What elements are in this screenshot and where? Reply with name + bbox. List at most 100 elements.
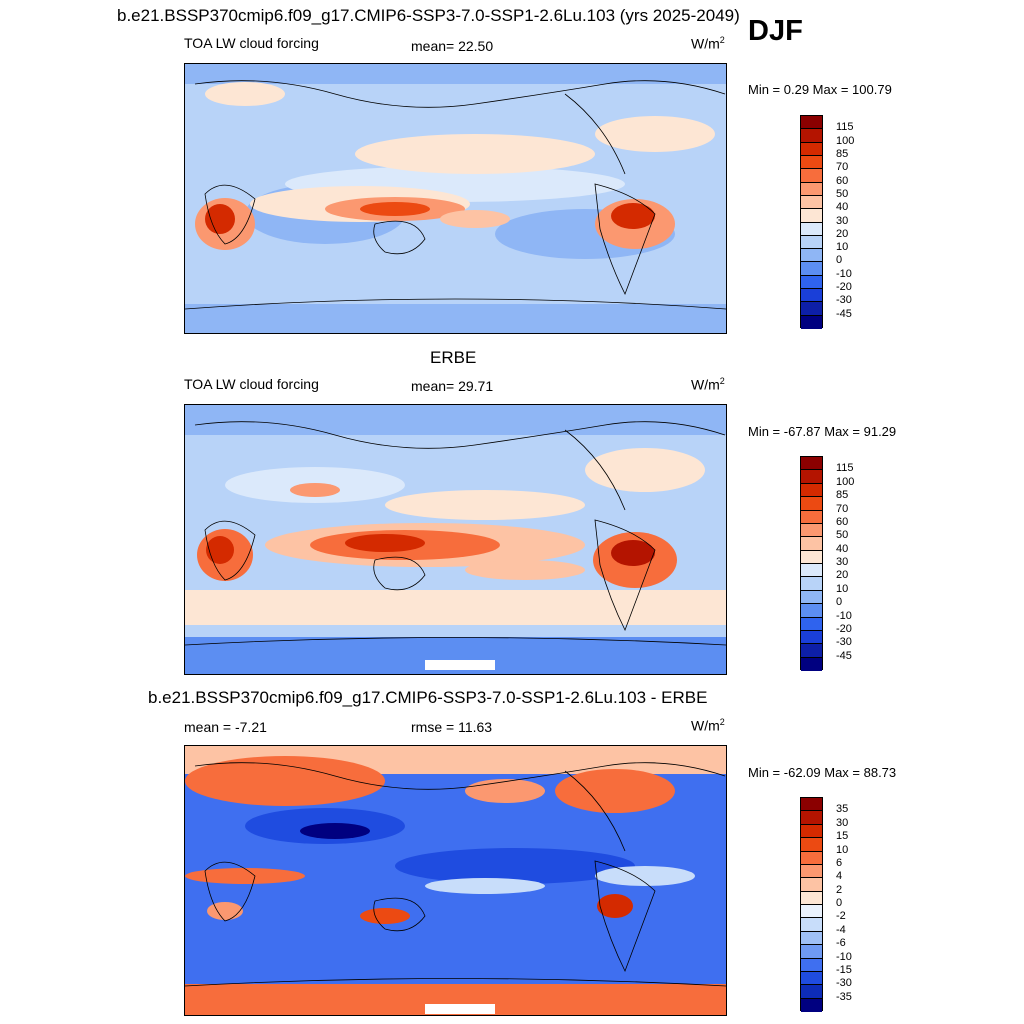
- colorbar-tick-label: 6: [836, 856, 843, 869]
- colorbar-tick-label: -20: [836, 622, 852, 635]
- colorbar-tick-label: -6: [836, 937, 846, 950]
- colorbar-tick-label: -45: [836, 307, 852, 320]
- colorbar-tick-label: 115: [836, 462, 854, 475]
- colorbar-segment: [801, 985, 822, 999]
- panel1-variable: TOA LW cloud forcing: [184, 35, 319, 51]
- panel1-colorbar: [800, 115, 823, 329]
- colorbar-tick-label: -45: [836, 649, 852, 662]
- colorbar-tick-label: 0: [836, 596, 843, 609]
- colorbar-tick-label: 115: [836, 121, 854, 134]
- colorbar-segment: [801, 824, 822, 839]
- colorbar-segment: [801, 315, 822, 329]
- colorbar-segment: [801, 523, 822, 538]
- colorbar-segment: [801, 302, 822, 316]
- colorbar-segment: [801, 510, 822, 524]
- panel3-map: [184, 745, 727, 1016]
- colorbar-segment: [801, 630, 822, 645]
- panel1-title: b.e21.BSSP370cmip6.f09_g17.CMIP6-SSP3-7.…: [117, 6, 740, 25]
- panel3-map-svg: [185, 746, 726, 1015]
- panel1-minmax: Min = 0.29 Max = 100.79: [748, 82, 892, 97]
- colorbar-tick-label: 50: [836, 529, 849, 542]
- panel1-map-svg: [185, 64, 726, 333]
- panel2-colorbar: [800, 456, 823, 671]
- colorbar-segment: [801, 182, 822, 196]
- colorbar-tick-label: 20: [836, 227, 849, 240]
- panel2-map-svg: [185, 405, 726, 674]
- colorbar-tick-label: 70: [836, 161, 849, 174]
- colorbar-segment: [801, 905, 822, 919]
- colorbar-segment: [801, 945, 822, 959]
- colorbar-segment: [801, 798, 822, 812]
- colorbar-segment: [801, 209, 822, 223]
- panel2-units: W/m2: [691, 376, 725, 393]
- panel3-rmse: rmse = 11.63: [411, 719, 493, 735]
- panel3-mean: mean = -7.21: [184, 719, 267, 735]
- colorbar-tick-label: -10: [836, 609, 852, 622]
- panel3-minmax: Min = -62.09 Max = 88.73: [748, 765, 897, 780]
- colorbar-tick-label: -35: [836, 990, 852, 1003]
- colorbar-segment: [801, 275, 822, 290]
- colorbar-tick-label: 0: [836, 897, 843, 909]
- colorbar-tick-label: 40: [836, 542, 849, 555]
- colorbar-segment: [801, 878, 822, 892]
- colorbar-segment: [801, 891, 822, 905]
- colorbar-tick-label: -20: [836, 281, 852, 294]
- colorbar-tick-label: 100: [836, 134, 855, 147]
- colorbar-segment: [801, 235, 822, 250]
- colorbar-segment: [801, 851, 822, 865]
- colorbar-segment: [801, 657, 822, 671]
- colorbar-tick-label: 30: [836, 556, 849, 568]
- panel2-minmax: Min = -67.87 Max = 91.29: [748, 424, 897, 439]
- colorbar-tick-label: 10: [836, 241, 849, 254]
- colorbar-tick-label: 0: [836, 254, 843, 267]
- colorbar-segment: [801, 169, 822, 183]
- colorbar-tick-label: 35: [836, 803, 849, 816]
- panel3-title: b.e21.BSSP370cmip6.f09_g17.CMIP6-SSP3-7.…: [148, 688, 708, 707]
- colorbar-segment: [801, 550, 822, 564]
- colorbar-tick-label: -10: [836, 950, 852, 963]
- panel3-colorbar: [800, 797, 823, 1012]
- colorbar-segment: [801, 129, 822, 143]
- colorbar-segment: [801, 483, 822, 498]
- colorbar-segment: [801, 497, 822, 511]
- colorbar-segment: [801, 537, 822, 551]
- colorbar-tick-label: 10: [836, 843, 849, 856]
- colorbar-tick-label: -30: [836, 977, 852, 990]
- colorbar-tick-label: 70: [836, 502, 849, 515]
- colorbar-tick-label: -15: [836, 963, 852, 976]
- colorbar-tick-label: 20: [836, 569, 849, 582]
- colorbar-tick-label: 4: [836, 870, 843, 883]
- colorbar-segment: [801, 577, 822, 591]
- colorbar-segment: [801, 470, 822, 484]
- colorbar-segment: [801, 838, 822, 852]
- colorbar-tick-label: 30: [836, 816, 849, 829]
- colorbar-segment: [801, 262, 822, 276]
- colorbar-segment: [801, 155, 822, 170]
- colorbar-tick-label: 85: [836, 147, 849, 160]
- panel3-units: W/m2: [691, 717, 725, 734]
- colorbar-segment: [801, 142, 822, 156]
- colorbar-tick-label: 15: [836, 830, 849, 843]
- panel2-mean: mean= 29.71: [411, 378, 494, 394]
- colorbar-segment: [801, 958, 822, 972]
- panel2-map: [184, 404, 727, 675]
- colorbar-segment: [801, 195, 822, 210]
- colorbar-segment: [801, 590, 822, 605]
- colorbar-tick-label: 60: [836, 174, 849, 187]
- colorbar-segment: [801, 931, 822, 946]
- colorbar-segment: [801, 116, 822, 130]
- panel1-map: [184, 63, 727, 334]
- colorbar-segment: [801, 289, 822, 303]
- colorbar-segment: [801, 222, 822, 236]
- colorbar-tick-label: 100: [836, 475, 855, 488]
- colorbar-tick-label: 30: [836, 214, 849, 227]
- panel1-units: W/m2: [691, 35, 725, 52]
- colorbar-tick-label: -30: [836, 636, 852, 649]
- colorbar-segment: [801, 811, 822, 825]
- colorbar-tick-label: -2: [836, 910, 846, 923]
- colorbar-segment: [801, 864, 822, 879]
- colorbar-tick-label: -4: [836, 923, 846, 936]
- colorbar-tick-label: 2: [836, 883, 843, 896]
- colorbar-segment: [801, 604, 822, 618]
- colorbar-segment: [801, 998, 822, 1012]
